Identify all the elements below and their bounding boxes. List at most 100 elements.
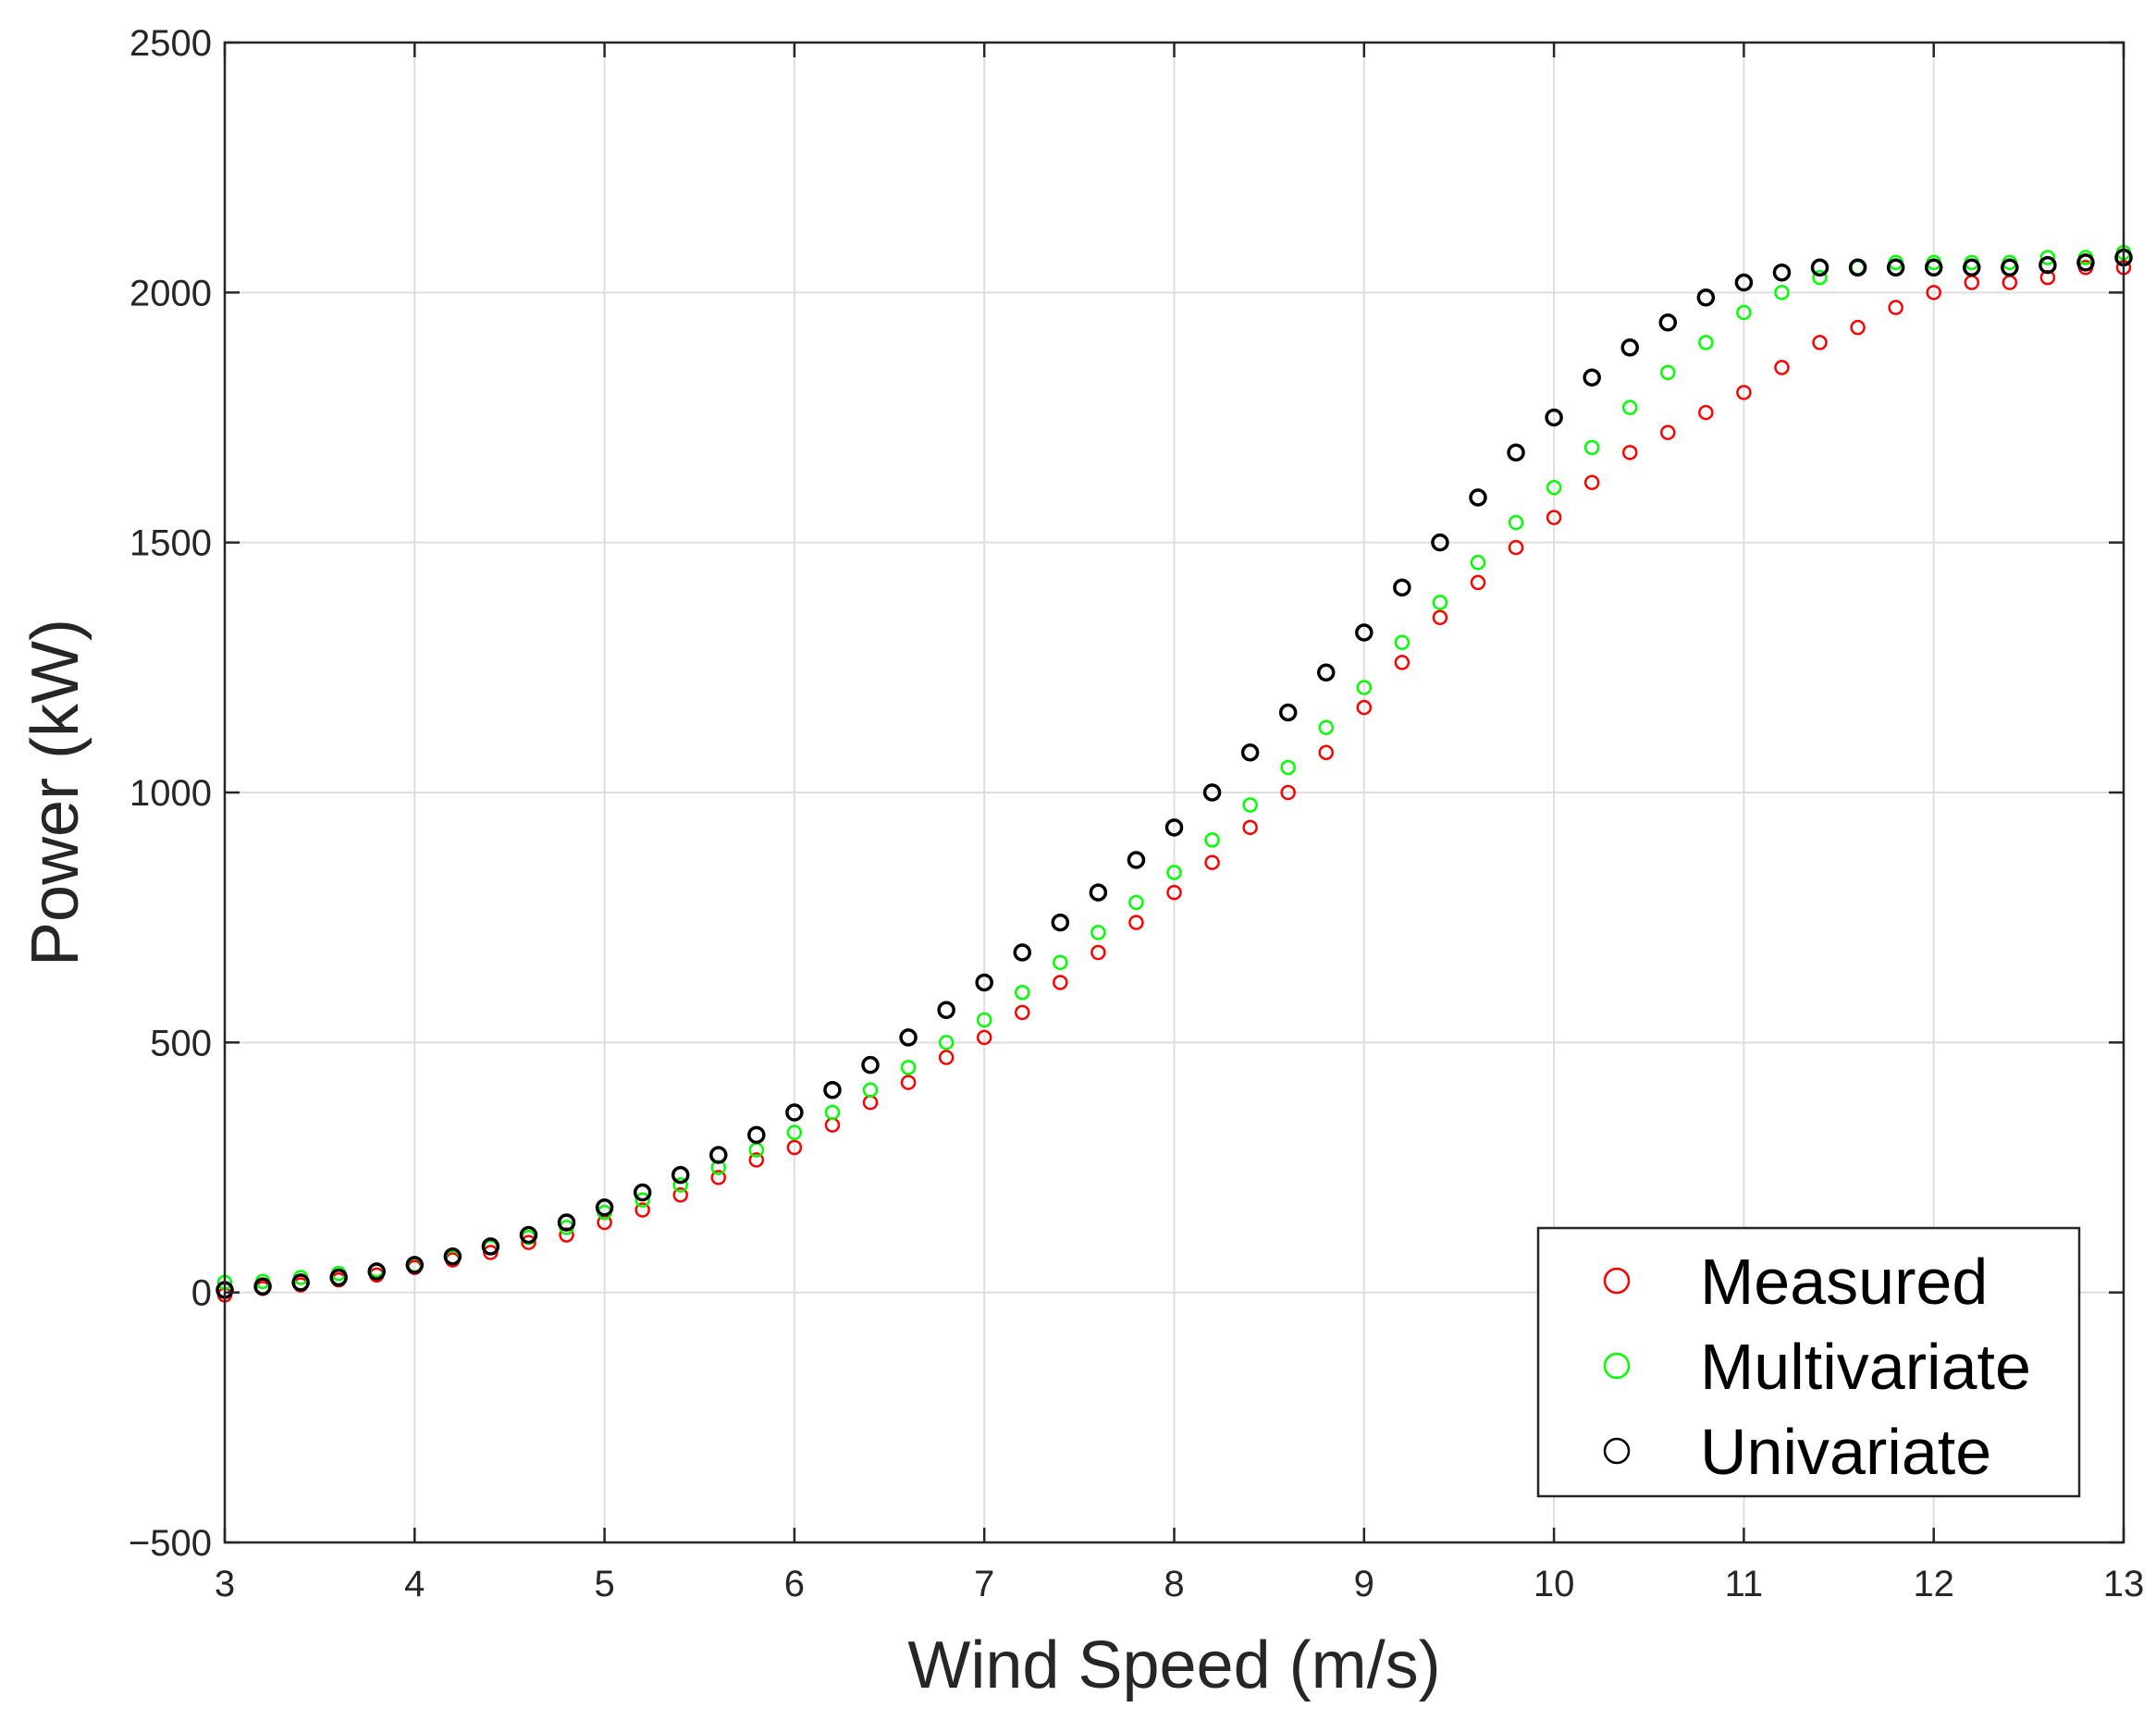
data-point-measured: [1280, 784, 1296, 801]
data-point-measured: [1432, 609, 1448, 626]
data-point-univariate: [709, 1146, 728, 1164]
data-point-univariate: [1810, 258, 1830, 277]
data-point-univariate: [1620, 338, 1639, 357]
data-point-univariate: [291, 1273, 310, 1292]
x-tick-label: 11: [1725, 1564, 1764, 1604]
data-point-multivariate: [1053, 954, 1068, 971]
data-point-univariate: [1316, 663, 1336, 682]
x-tick-label: 9: [1354, 1564, 1374, 1604]
data-point-univariate: [253, 1277, 272, 1296]
legend-marker-univariate: [1603, 1437, 1631, 1465]
data-point-univariate: [519, 1225, 538, 1245]
data-point-measured: [1090, 944, 1106, 961]
data-point-multivariate: [1280, 759, 1296, 776]
data-point-multivariate: [1242, 797, 1258, 813]
data-point-univariate: [1848, 258, 1867, 277]
data-point-multivariate: [1090, 925, 1106, 940]
data-point-measured: [1318, 744, 1334, 760]
data-point-measured: [938, 1050, 955, 1065]
y-tick-label: −500: [129, 1523, 212, 1564]
data-point-univariate: [443, 1247, 462, 1266]
data-point-measured: [1242, 819, 1258, 836]
data-point-multivariate: [1508, 514, 1524, 531]
data-point-univariate: [1164, 818, 1184, 837]
data-point-univariate: [937, 1001, 955, 1019]
data-point-multivariate: [1583, 439, 1600, 456]
data-point-measured: [1166, 884, 1182, 901]
data-point-univariate: [1393, 578, 1411, 597]
data-point-multivariate: [1356, 680, 1373, 695]
legend: Measured Multivariate Univariate: [1536, 1226, 2081, 1498]
data-point-univariate: [1051, 913, 1070, 932]
data-point-univariate: [1583, 368, 1601, 387]
data-point-univariate: [1278, 703, 1298, 722]
series-univariate: [216, 248, 2133, 1299]
data-point-measured: [1850, 319, 1866, 336]
data-point-measured: [1698, 404, 1714, 421]
data-point-univariate: [1240, 743, 1260, 762]
data-point-measured: [1015, 1004, 1030, 1021]
data-point-measured: [900, 1075, 917, 1090]
data-point-univariate: [1772, 263, 1792, 282]
x-tick-label: 12: [1913, 1564, 1954, 1604]
data-point-univariate: [747, 1125, 766, 1145]
data-point-multivariate: [1166, 865, 1182, 880]
data-point-measured: [1660, 424, 1676, 440]
data-point-measured: [1053, 975, 1068, 990]
tick-labels: 3 4 5 6 7 8 9 10 11 12 13 −500 0 500 1000 1500 2000 2500: [129, 23, 2144, 1604]
data-point-measured: [1621, 445, 1638, 461]
data-point-univariate: [671, 1165, 690, 1185]
data-point-univariate: [899, 1028, 918, 1047]
data-point-measured: [1546, 510, 1562, 525]
legend-label-univariate: Univariate: [1700, 1416, 1991, 1488]
x-tick-label: 6: [784, 1564, 805, 1604]
x-tick-label: 4: [404, 1564, 425, 1604]
data-point-multivariate: [1812, 269, 1828, 286]
data-point-univariate: [1924, 258, 1943, 277]
data-point-univariate: [1127, 851, 1146, 869]
data-point-multivariate: [1318, 719, 1334, 735]
data-point-measured: [1204, 854, 1220, 870]
data-point-univariate: [367, 1262, 386, 1281]
data-point-multivariate: [900, 1060, 917, 1075]
data-point-univariate: [1696, 288, 1716, 307]
data-point-multivariate: [1394, 634, 1411, 651]
data-point-univariate: [595, 1198, 614, 1217]
y-tick-label: 500: [150, 1023, 212, 1063]
data-point-measured: [1508, 539, 1524, 556]
data-point-measured: [748, 1152, 765, 1168]
y-tick-label: 2000: [129, 273, 212, 313]
legend-marker-multivariate: [1603, 1352, 1631, 1380]
data-point-univariate: [557, 1213, 576, 1232]
data-point-univariate: [1431, 533, 1449, 552]
data-point-univariate: [329, 1268, 348, 1287]
data-point-measured: [976, 1029, 992, 1046]
x-tick-label: 10: [1534, 1564, 1575, 1604]
data-point-univariate: [2001, 258, 2019, 277]
data-point-multivariate: [1660, 364, 1676, 381]
data-point-measured: [634, 1202, 650, 1218]
data-point-measured: [672, 1186, 688, 1203]
data-point-univariate: [1202, 783, 1222, 802]
data-point-univariate: [1734, 273, 1754, 292]
data-point-measured: [1356, 699, 1373, 716]
data-point-measured: [1470, 574, 1486, 591]
x-tick-label: 8: [1164, 1564, 1184, 1604]
data-point-measured: [1583, 474, 1600, 491]
data-point-univariate: [2039, 255, 2057, 275]
data-point-multivariate: [634, 1192, 650, 1208]
data-point-univariate: [633, 1183, 652, 1202]
data-point-univariate: [1886, 258, 1905, 277]
data-point-multivariate: [1128, 894, 1144, 911]
data-point-multivariate: [976, 1012, 992, 1028]
data-point-measured: [1736, 385, 1752, 400]
data-point-measured: [1888, 300, 1903, 315]
data-point-multivariate: [1204, 832, 1220, 848]
data-point-multivariate: [1546, 479, 1562, 496]
legend-label-multivariate: Multivariate: [1700, 1331, 2031, 1403]
data-point-univariate: [975, 973, 993, 992]
data-point-multivariate: [1774, 285, 1790, 301]
data-point-univariate: [1545, 408, 1563, 427]
data-point-univariate: [823, 1080, 842, 1100]
